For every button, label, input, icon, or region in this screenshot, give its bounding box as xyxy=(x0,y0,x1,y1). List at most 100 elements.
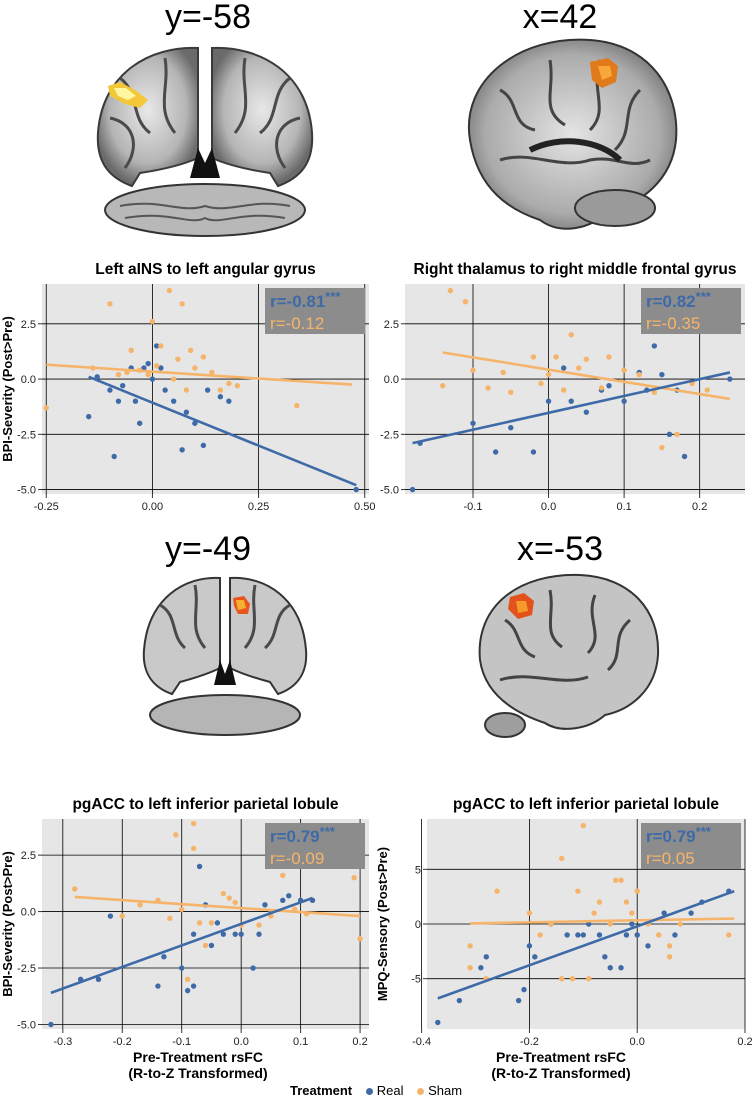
x-tick-label: -0.4 xyxy=(412,1036,431,1048)
y-tick-label: -5.0 xyxy=(380,485,399,497)
data-point-real xyxy=(111,453,117,460)
y-tick-label: -5.0 xyxy=(17,485,36,497)
data-point-real xyxy=(95,976,102,983)
legend: Treatment Real Sham xyxy=(290,1083,462,1098)
data-point-real xyxy=(645,943,651,949)
x-axis-title-line-2: (R-to-Z Transformed) xyxy=(491,1065,631,1081)
data-point-sham xyxy=(256,922,262,928)
y-tick-label: 0.0 xyxy=(21,374,36,386)
data-point-real xyxy=(226,398,232,404)
data-point-sham xyxy=(576,365,582,371)
y-tick-label: 5 xyxy=(415,864,421,876)
data-point-sham xyxy=(508,389,514,396)
data-point-sham xyxy=(545,371,552,378)
x-axis-title-right: Pre-Treatment rsFC (R-to-Z Transformed) xyxy=(426,1049,696,1081)
data-point-sham xyxy=(623,899,630,905)
data-point-sham xyxy=(128,347,134,354)
y-tick-label: -5.0 xyxy=(17,1019,36,1031)
stat-value-real: r=0.79*** xyxy=(270,824,336,846)
data-point-sham xyxy=(530,354,537,360)
data-point-real xyxy=(651,343,658,349)
data-point-sham xyxy=(651,389,658,396)
data-point-sham xyxy=(634,888,640,894)
data-point-sham xyxy=(585,975,592,982)
y-tick-label: -2.5 xyxy=(380,429,399,441)
x-tick-label: 0.0 xyxy=(234,1036,249,1048)
stat-box xyxy=(641,823,741,869)
data-point-sham xyxy=(500,369,506,376)
data-point-real xyxy=(526,943,533,949)
data-point-sham xyxy=(220,890,227,897)
data-point-real xyxy=(149,376,156,382)
data-point-real xyxy=(256,931,262,937)
data-point-real xyxy=(583,409,590,415)
data-point-sham xyxy=(357,935,363,942)
data-point-sham xyxy=(158,343,164,349)
stat-box xyxy=(265,288,365,334)
data-point-sham xyxy=(232,899,238,906)
data-point-sham xyxy=(217,387,224,393)
data-point-sham xyxy=(553,354,559,360)
data-point-real xyxy=(286,893,292,899)
data-point-real xyxy=(618,965,624,971)
data-point-real xyxy=(183,409,190,415)
legend-sham-label: Sham xyxy=(428,1083,463,1098)
data-point-real xyxy=(280,897,286,903)
y-axis-label: BPI-Severity (Post>Pre) xyxy=(0,316,15,462)
data-point-real xyxy=(220,931,227,937)
y-tick-label: 0.0 xyxy=(21,907,36,919)
x-tick-label: -0.25 xyxy=(34,501,59,513)
data-point-sham xyxy=(72,886,78,892)
data-point-sham xyxy=(196,920,203,926)
data-point-sham xyxy=(591,910,597,916)
x-tick-label: 0.0 xyxy=(630,1036,645,1048)
y-axis-label: MPQ-Sensory (Post>Pre) xyxy=(375,847,390,1001)
brain-slice-label-4: x=-53 xyxy=(517,530,603,568)
data-point-real xyxy=(132,398,139,404)
significance-stars: *** xyxy=(696,824,712,839)
data-point-real xyxy=(564,932,570,938)
data-point-sham xyxy=(569,975,576,982)
chart-title: Left aINS to left angular gyrus xyxy=(95,261,315,278)
scatter-plot-3: pgACC to left inferior parietal lobule -0… xyxy=(0,796,369,1048)
data-point-sham xyxy=(467,965,473,971)
data-point-sham xyxy=(183,387,190,393)
data-point-real xyxy=(530,449,537,455)
data-point-sham xyxy=(170,376,177,382)
data-point-real xyxy=(155,983,161,989)
data-point-sham xyxy=(598,385,605,391)
data-point-sham xyxy=(234,382,241,389)
data-point-real xyxy=(107,913,114,919)
data-point-real xyxy=(508,424,514,431)
y-axis-label: BPI-Severity (Post>Pre) xyxy=(0,851,15,997)
data-point-real xyxy=(545,398,552,404)
data-point-real xyxy=(136,420,143,426)
data-point-real xyxy=(153,343,160,349)
data-point-real xyxy=(478,965,484,971)
significance-stars: *** xyxy=(696,289,712,304)
data-point-real xyxy=(629,921,635,927)
stat-value-sham: r=-0.12 xyxy=(270,314,324,333)
brain-coronal-image-1 xyxy=(96,46,314,237)
data-point-real xyxy=(141,365,147,371)
data-point-real xyxy=(48,1021,54,1028)
data-point-real xyxy=(688,910,694,916)
stat-value-sham: r=-0.09 xyxy=(270,849,324,868)
data-point-real xyxy=(607,965,613,971)
data-point-sham xyxy=(173,832,179,838)
data-point-sham xyxy=(559,855,565,862)
data-point-sham xyxy=(559,975,565,982)
data-point-sham xyxy=(137,902,143,908)
legend-real-label: Real xyxy=(376,1083,404,1098)
data-point-real xyxy=(161,954,167,960)
brain-coronal-image-2 xyxy=(142,576,308,736)
fit-line-sham xyxy=(74,895,361,918)
data-point-sham xyxy=(43,405,49,411)
brain-slice-label-3: y=-49 xyxy=(165,530,251,568)
x-axis-title-line-1: Pre-Treatment rsFC xyxy=(133,1049,263,1065)
data-point-real xyxy=(214,920,221,926)
data-point-real xyxy=(158,365,164,371)
data-point-real xyxy=(672,932,678,938)
stat-value-sham: r=0.05 xyxy=(646,849,695,868)
data-point-real xyxy=(666,431,673,438)
